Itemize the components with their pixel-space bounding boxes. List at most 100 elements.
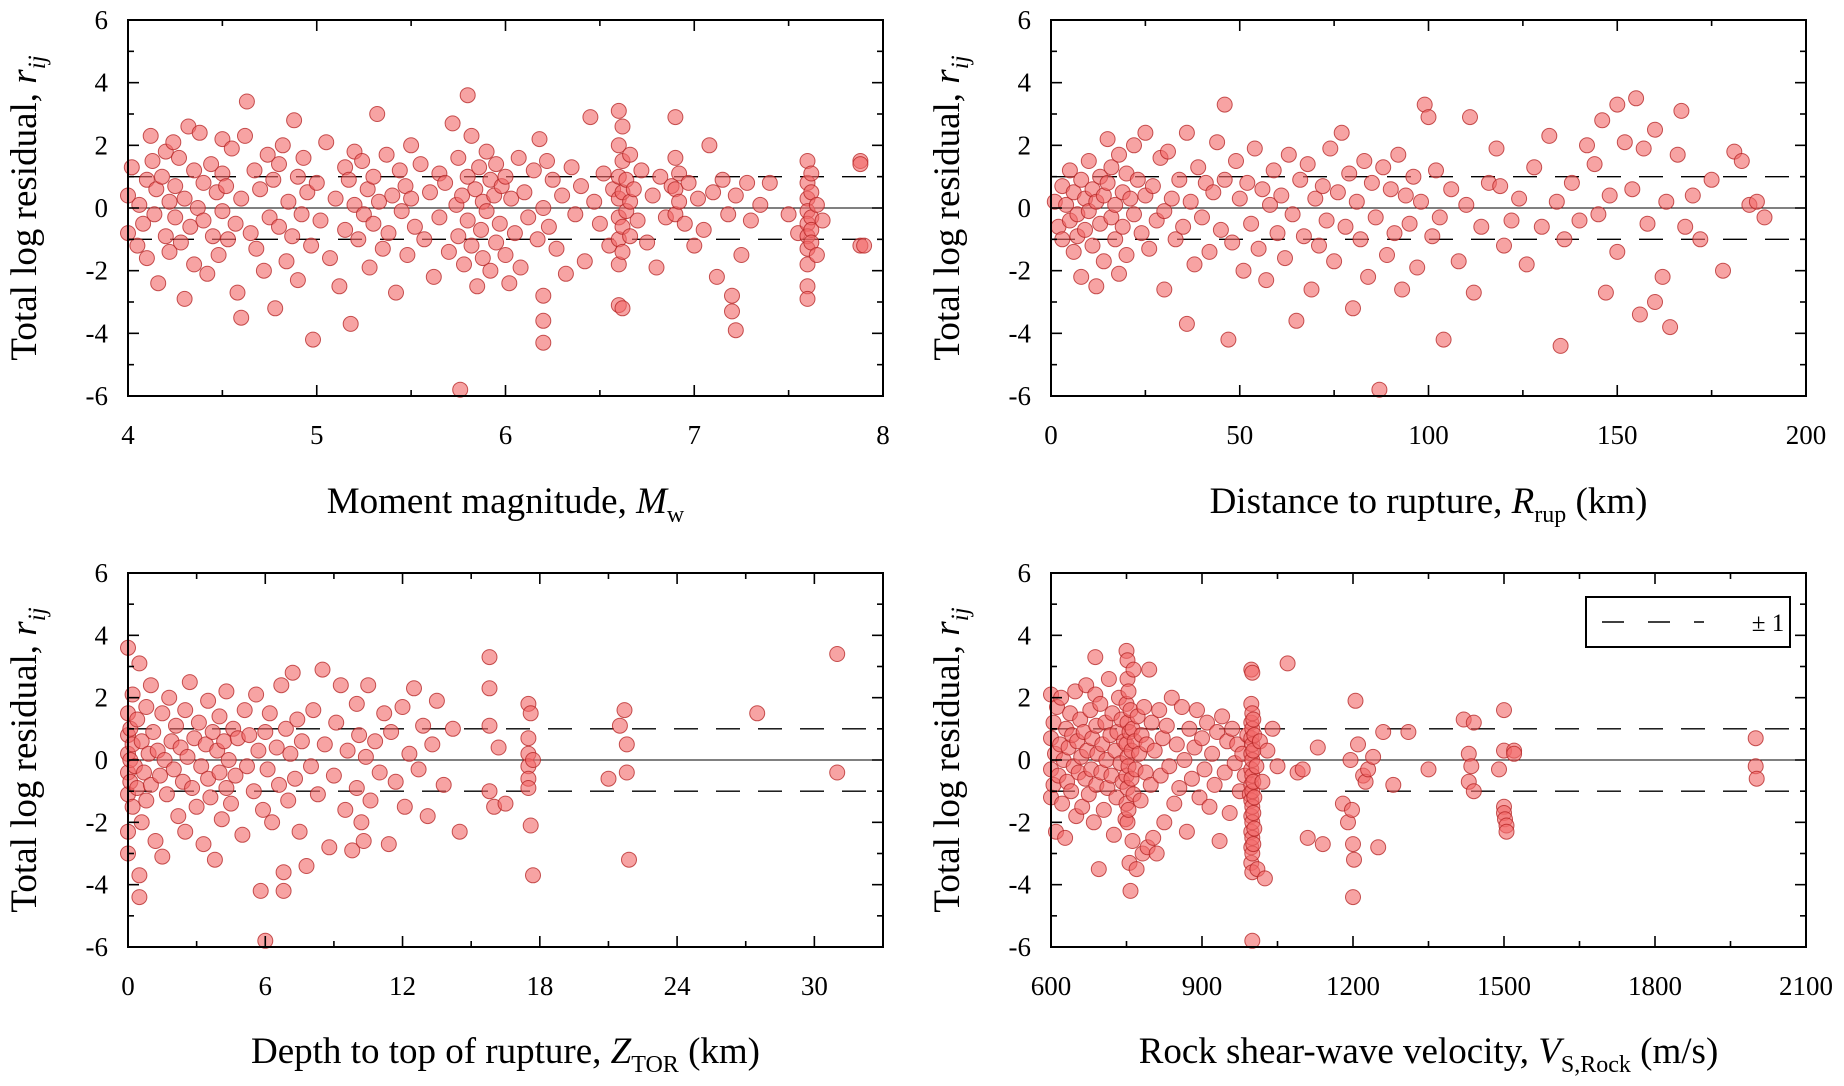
- data-point: [1628, 90, 1645, 107]
- data-point: [295, 149, 312, 166]
- data-point: [365, 168, 382, 185]
- data-point: [257, 724, 274, 740]
- data-point: [1201, 243, 1218, 260]
- y-axis-label-text: Total log residual,: [927, 84, 968, 361]
- data-point: [1111, 146, 1127, 163]
- y-tick-label: -2: [1009, 807, 1032, 837]
- data-point: [1058, 196, 1075, 213]
- data-point: [138, 792, 155, 809]
- data-point: [242, 225, 259, 242]
- data-point: [1450, 253, 1467, 270]
- data-point: [1259, 742, 1276, 759]
- data-point: [376, 705, 393, 722]
- data-point: [362, 792, 379, 809]
- data-point: [1397, 187, 1414, 204]
- data-point: [1597, 284, 1614, 301]
- data-point: [1379, 247, 1395, 263]
- data-point: [1647, 294, 1663, 310]
- data-point: [1345, 889, 1361, 906]
- data-point: [1133, 225, 1150, 242]
- data-point: [378, 146, 395, 163]
- x-tick-label: 200: [1786, 420, 1827, 450]
- data-point: [1552, 337, 1569, 354]
- data-point: [1563, 174, 1580, 191]
- data-point: [138, 699, 155, 715]
- data-point: [1288, 312, 1305, 329]
- data-point: [1375, 724, 1392, 740]
- data-point: [1171, 171, 1188, 188]
- data-point: [451, 823, 468, 840]
- data-point: [614, 300, 631, 317]
- data-point: [383, 724, 400, 740]
- data-point: [1258, 272, 1275, 289]
- x-tick-label: 0: [1044, 420, 1058, 450]
- data-point: [1669, 146, 1686, 163]
- data-point: [393, 203, 410, 220]
- data-point: [211, 764, 228, 781]
- data-point: [463, 237, 480, 254]
- data-point: [1095, 801, 1112, 818]
- y-axis-label: Total log residual, rij: [4, 55, 51, 360]
- data-point: [1087, 649, 1104, 666]
- data-point: [1160, 143, 1176, 160]
- data-point: [1235, 262, 1252, 279]
- data-point: [293, 206, 310, 223]
- data-point: [1375, 159, 1392, 176]
- data-point: [1122, 190, 1139, 207]
- x-axis-label-symbol: M: [635, 481, 669, 522]
- data-point: [695, 221, 712, 238]
- data-point: [136, 764, 152, 781]
- data-points: [120, 87, 873, 398]
- data-point: [1254, 773, 1271, 790]
- data-point: [586, 193, 603, 210]
- data-point: [1254, 181, 1271, 198]
- data-point: [280, 193, 297, 210]
- data-point: [1424, 228, 1441, 245]
- data-point: [1146, 742, 1163, 759]
- y-axis-label: Total log residual, rij: [927, 55, 974, 360]
- data-point: [522, 817, 539, 834]
- data-point: [406, 680, 422, 697]
- data-point: [403, 137, 420, 154]
- data-point: [1065, 243, 1082, 260]
- data-point: [705, 184, 722, 201]
- data-point: [454, 187, 471, 204]
- data-point: [1173, 699, 1190, 715]
- data-points: [1046, 90, 1773, 398]
- data-point: [1733, 153, 1750, 169]
- data-point: [1639, 215, 1656, 232]
- data-point: [284, 664, 301, 681]
- data-point: [501, 275, 518, 292]
- data-point: [186, 256, 203, 273]
- data-point: [535, 200, 552, 216]
- data-point: [177, 702, 194, 719]
- data-point: [135, 215, 152, 232]
- data-point: [206, 851, 223, 868]
- data-point: [724, 303, 740, 320]
- data-point: [481, 680, 498, 697]
- data-point: [591, 215, 608, 232]
- data-point: [1194, 730, 1210, 747]
- data-point: [252, 181, 269, 198]
- data-point: [248, 686, 265, 703]
- data-point: [1443, 181, 1460, 198]
- data-point: [1176, 752, 1193, 768]
- data-point: [1126, 206, 1142, 223]
- y-tick-label: 4: [95, 620, 109, 650]
- data-point: [123, 159, 140, 176]
- data-point: [1085, 814, 1102, 831]
- data-point: [1054, 231, 1071, 248]
- data-point: [1163, 190, 1180, 207]
- data-point: [154, 705, 171, 722]
- data-point: [142, 127, 159, 144]
- data-point: [1616, 134, 1633, 151]
- data-point: [424, 736, 441, 753]
- data-point: [525, 867, 541, 884]
- data-point: [1635, 140, 1652, 157]
- data-point: [1273, 187, 1290, 204]
- data-point: [1088, 278, 1105, 295]
- data-point: [567, 206, 584, 223]
- data-point: [1371, 381, 1388, 398]
- data-point: [1307, 190, 1324, 207]
